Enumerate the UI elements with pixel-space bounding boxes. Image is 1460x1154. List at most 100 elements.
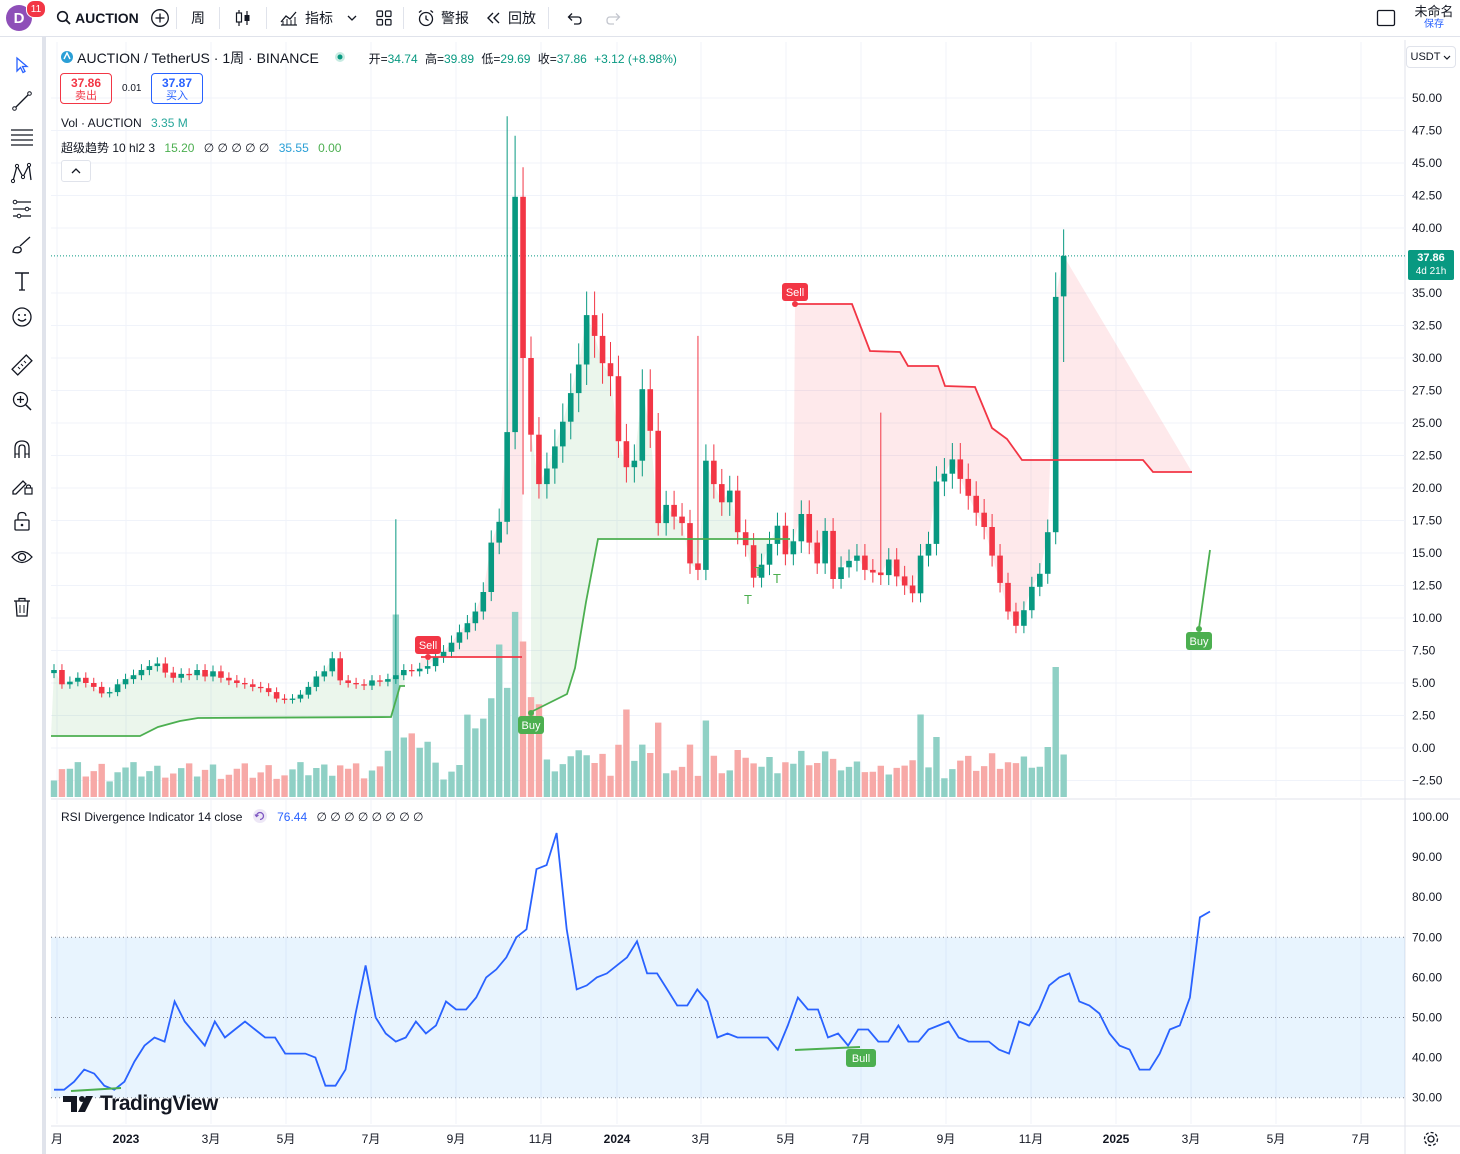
undo-icon [567,13,582,25]
volume-bar [368,770,376,797]
prediction-tool[interactable] [8,195,36,223]
signal-box [518,716,544,734]
candle-body [814,542,820,564]
price-tick-label: 25.00 [1412,416,1442,430]
chart-type-button[interactable] [220,0,266,36]
signal-text: Buy [522,720,541,732]
volume-bar [1060,754,1067,797]
search-icon [56,10,71,25]
redo-button[interactable] [595,0,633,36]
ruler-icon [11,354,33,376]
candle-body [790,541,797,555]
candle-body [432,657,439,667]
remove-drawings-tool[interactable] [8,593,36,621]
cursor-tool[interactable] [8,51,36,79]
candle-body [51,670,57,674]
stay-drawing-tool[interactable] [8,471,36,499]
volume-bar [790,763,797,797]
magnet-icon [14,440,30,458]
undo-button[interactable] [549,0,595,36]
candle-body [1060,255,1067,297]
zoom-tool[interactable] [8,387,36,415]
redo-icon [606,13,621,25]
rsi-line [54,832,1211,1091]
alert-button[interactable]: 警报 [404,0,477,36]
compare-button[interactable] [144,0,176,36]
candle-body [671,504,677,517]
candle-body [401,670,407,676]
volume-bar [917,714,924,797]
candle-body [711,460,717,485]
candle-body [313,676,320,687]
hide-tool[interactable] [8,543,36,571]
candle-body [528,358,534,435]
volume-legend[interactable]: Vol · AUCTION 3.35 M [61,116,188,130]
candle-body [75,677,81,682]
volume-bar [178,768,185,797]
unlock-icon [14,511,30,531]
supertrend-legend[interactable]: 超级趋势 10 hl2 3 15.20 ∅ ∅ ∅ ∅ ∅ 35.55 0.00 [61,139,341,156]
volume-bar [217,778,225,797]
price-tick-label: 5.00 [1412,676,1436,690]
symbol-search-button[interactable]: AUCTION [52,0,144,36]
volume-bar [503,687,511,797]
volume-bar [456,765,463,797]
candle-body [750,545,757,578]
volume-bar [726,770,733,797]
sell-button[interactable]: 37.86 卖出 [60,73,112,104]
candle-body [353,683,359,685]
fullscreen-button[interactable] [1368,0,1404,36]
candle-body [965,478,972,496]
layout-name-button[interactable]: 未命名 保存 [1410,4,1458,30]
indicators-dropdown[interactable] [339,0,365,36]
candle-body [544,468,550,485]
volume-bar [408,733,415,797]
bar-countdown: 4d 21h [1415,266,1447,277]
candle-body [822,530,828,564]
bull-divergence-line [70,1087,122,1092]
time-tick-label: 5月 [777,1132,796,1146]
collapse-legend-button[interactable] [61,160,91,182]
candle-body [1021,610,1027,626]
signal-text: Sell [786,287,804,299]
volume-bar [329,775,336,797]
measure-tool[interactable] [8,351,36,379]
layouts-button[interactable] [365,0,403,36]
chart-settings-button[interactable] [1422,1130,1440,1153]
trend-line-icon [12,91,32,111]
signal-box [1186,632,1212,650]
pattern-tool[interactable] [8,159,36,187]
currency-selector[interactable]: USDT [1406,46,1456,68]
emoji-tool[interactable] [8,303,36,331]
time-tick-label: 5月 [1267,1132,1286,1146]
interval-button[interactable]: 周 [191,10,205,26]
volume-bar [877,765,884,797]
trend-line-tool[interactable] [8,87,36,115]
open-label: 开= [368,52,388,66]
time-tick-label: 3月 [1182,1132,1201,1146]
rsi-legend[interactable]: RSI Divergence Indicator 14 close 76.44 … [61,808,423,824]
time-tick-label: 月 [51,1132,63,1146]
candle-body [846,560,852,568]
indicators-button[interactable]: 指标 [267,0,339,36]
candle-body [337,658,343,681]
fib-tool[interactable] [8,123,36,151]
sell-price: 37.86 [70,76,102,90]
volume-bar [297,762,304,797]
pair-title[interactable]: AUCTION / TetherUS · 1周 · BINANCE [77,50,319,66]
brush-tool[interactable] [8,231,36,259]
text-tool[interactable] [8,267,36,295]
volume-bar [885,774,892,797]
time-tick-label: 2024 [604,1132,631,1146]
candle-body [1052,296,1059,533]
lock-tool[interactable] [8,507,36,535]
volume-bar [806,765,813,797]
magnet-tool[interactable] [8,435,36,463]
price-tick-label: 47.50 [1412,124,1442,138]
replay-button[interactable]: 回放 [477,0,548,36]
signal-dot [792,301,798,307]
volume-bar [138,776,145,797]
buy-button[interactable]: 37.87 买入 [151,73,203,104]
alert-label: 警报 [441,10,469,26]
